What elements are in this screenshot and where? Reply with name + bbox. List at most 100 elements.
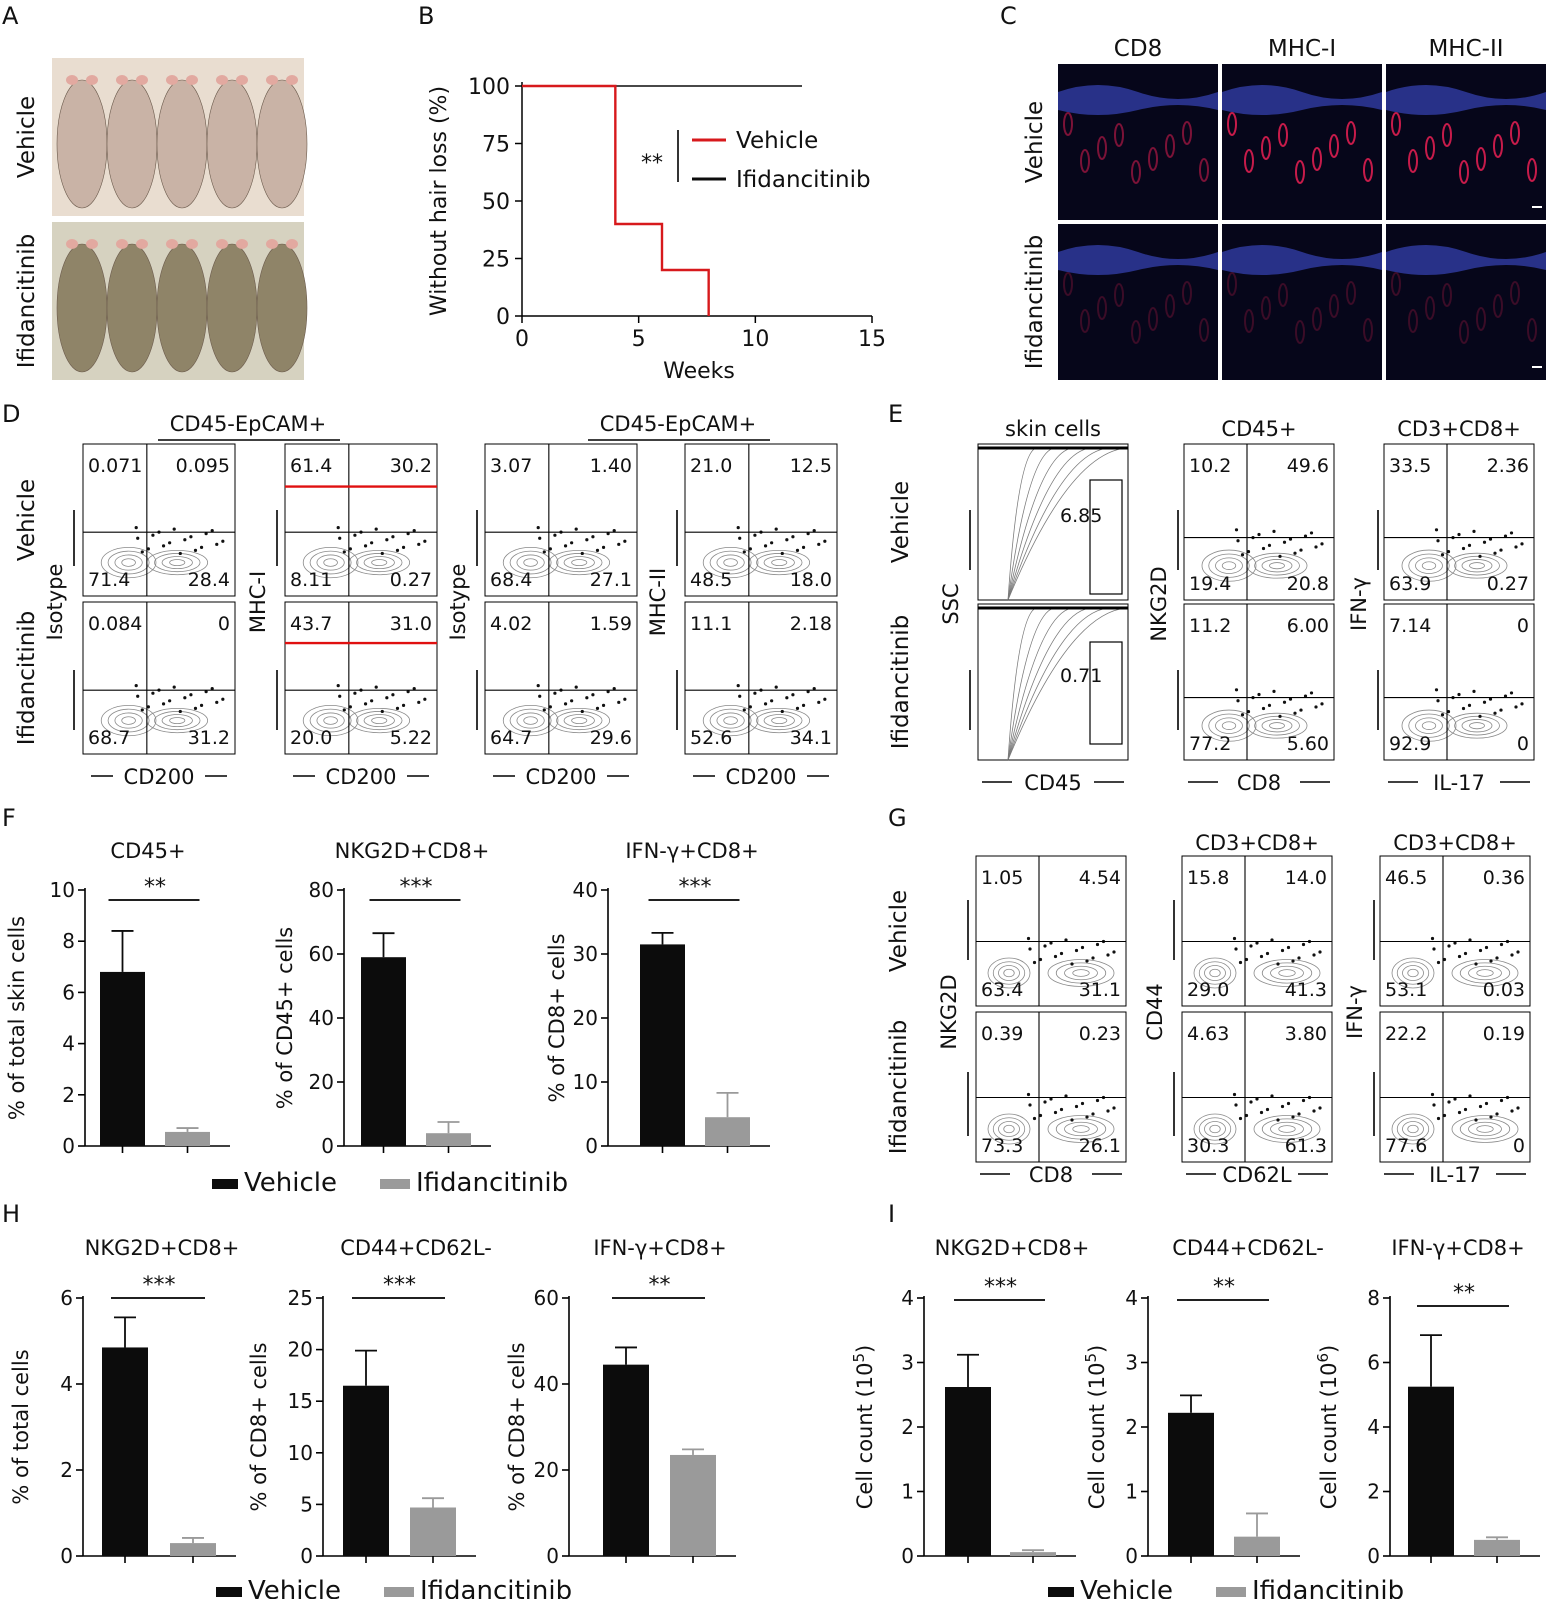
y-tick-label: 40 bbox=[573, 878, 598, 902]
density-contour bbox=[509, 550, 552, 575]
density-contour bbox=[154, 553, 201, 573]
y-tick-label: 6 bbox=[62, 980, 75, 1004]
quadrant-value-ur: 1.40 bbox=[590, 455, 632, 477]
follicle-mark bbox=[1165, 294, 1175, 318]
flow-plot-d: 4.02 1.59 64.7 29.6 bbox=[484, 601, 638, 755]
event-dot bbox=[742, 708, 746, 712]
event-dot bbox=[563, 544, 568, 548]
flow-plot-frame bbox=[975, 1011, 1127, 1163]
event-dot bbox=[1234, 1103, 1238, 1107]
event-dot bbox=[1106, 953, 1110, 957]
density-contour bbox=[1278, 969, 1296, 977]
event-dot bbox=[204, 690, 208, 694]
mouse-ear bbox=[186, 75, 198, 85]
event-dot bbox=[774, 685, 778, 689]
flow-plot-e: 7.14 0 92.9 0 bbox=[1383, 603, 1535, 761]
legend-label-ifidancitinib: Ifidancitinib bbox=[736, 167, 871, 193]
density-contour bbox=[1003, 1124, 1015, 1134]
panel-b-chart: 0 25 50 75 100 0 5 10 15 Weeks Without hair loss (… bbox=[427, 75, 886, 384]
y-axis-label: MHC-I bbox=[246, 571, 270, 633]
quadrant-value-ul: 1.05 bbox=[981, 867, 1023, 889]
panel-letter-C: C bbox=[1000, 2, 1017, 30]
bar-ifidancitinib bbox=[410, 1507, 456, 1556]
event-dot bbox=[1288, 537, 1293, 541]
event-dot bbox=[1432, 947, 1436, 951]
flow-plot-d: 43.7 31.0 20.0 5.22 bbox=[284, 601, 438, 755]
bar-vehicle bbox=[640, 944, 685, 1146]
density-contour bbox=[363, 556, 395, 570]
quadrant-value-ul: 22.2 bbox=[1385, 1023, 1427, 1045]
event-dot bbox=[385, 538, 389, 542]
event-dot bbox=[336, 684, 340, 688]
density-contour bbox=[323, 558, 338, 567]
gate-value: 0.71 bbox=[1060, 665, 1102, 687]
follicle-mark bbox=[1346, 121, 1356, 145]
legend-swatch-ifidancitinib bbox=[1216, 1587, 1246, 1597]
x-axis-label: CD8 bbox=[1237, 771, 1281, 795]
density-contour bbox=[1451, 959, 1519, 987]
event-dot bbox=[548, 547, 552, 551]
event-dot bbox=[1467, 703, 1472, 708]
density-contour bbox=[1415, 717, 1443, 734]
row-label-ifidancitinib: Ifidancitinib bbox=[14, 611, 40, 746]
legend-panel-f: Vehicle Ifidancitinib bbox=[212, 1168, 568, 1198]
bar-ifidancitinib bbox=[426, 1133, 471, 1146]
density-contour bbox=[1007, 447, 1073, 601]
event-dot bbox=[1461, 706, 1466, 711]
mouse-ear bbox=[86, 239, 98, 249]
legend-label-vehicle: Vehicle bbox=[1080, 1576, 1173, 1599]
density-contour bbox=[1402, 965, 1424, 981]
density-contour bbox=[987, 957, 1031, 989]
event-dot bbox=[1493, 551, 1497, 555]
quadrant-value-ll: 29.0 bbox=[1187, 979, 1229, 1001]
panel-g-header: CD3+CD8+ bbox=[1195, 831, 1319, 855]
bar-chart-F-3: IFN-γ+CD8+ 0 10 20 30 40 % of CD8+ cells *** bbox=[545, 839, 770, 1158]
row-label-ifidancitinib: Ifidancitinib bbox=[14, 234, 40, 369]
event-dot bbox=[1488, 537, 1493, 541]
quadrant-value-ll: 73.3 bbox=[981, 1135, 1023, 1157]
event-dot bbox=[338, 694, 342, 698]
follicle-mark bbox=[1227, 272, 1237, 296]
density-contour bbox=[1072, 1125, 1090, 1133]
follicle-mark bbox=[1114, 283, 1124, 307]
y-axis-label: CD44 bbox=[1143, 983, 1167, 1041]
density-contour bbox=[1007, 447, 1055, 601]
y-axis-label-close: ) bbox=[853, 1345, 877, 1353]
y-tick-label: 10 bbox=[288, 1441, 313, 1465]
density-contour bbox=[516, 554, 545, 571]
event-dot bbox=[210, 529, 214, 533]
y-tick-label: 60 bbox=[309, 942, 334, 966]
event-dot bbox=[1244, 1113, 1249, 1118]
event-dot bbox=[1461, 546, 1466, 551]
significance-label: *** bbox=[383, 1273, 416, 1298]
event-dot bbox=[1299, 548, 1303, 552]
column-header: MHC-II bbox=[1428, 36, 1503, 62]
event-dot bbox=[1303, 534, 1308, 538]
event-dot bbox=[1520, 542, 1524, 546]
y-axis-label: Cell count (105) bbox=[1082, 1345, 1109, 1510]
panel-letter-D: D bbox=[2, 400, 20, 428]
event-dot bbox=[774, 527, 778, 531]
bar-chart-title: IFN-γ+CD8+ bbox=[593, 1236, 726, 1260]
y-tick-label: 0 bbox=[300, 1544, 313, 1568]
event-dot bbox=[353, 691, 357, 695]
density-contour bbox=[1007, 607, 1037, 761]
event-dot bbox=[1095, 942, 1100, 947]
event-dot bbox=[1457, 954, 1462, 959]
event-dot bbox=[1472, 529, 1476, 533]
event-dot bbox=[395, 548, 400, 553]
x-tick-label: 0 bbox=[515, 327, 529, 352]
event-dot bbox=[1291, 1115, 1295, 1119]
event-dot bbox=[370, 541, 374, 545]
event-dot bbox=[1270, 1094, 1274, 1098]
density-contour bbox=[771, 717, 788, 725]
y-tick-label: 30 bbox=[573, 942, 598, 966]
event-dot bbox=[189, 693, 193, 697]
density-contour bbox=[716, 712, 745, 729]
event-dot bbox=[353, 533, 357, 537]
follicle-mark bbox=[1278, 283, 1288, 307]
event-dot bbox=[601, 545, 606, 549]
event-dot bbox=[401, 703, 406, 707]
event-dot bbox=[1259, 1110, 1264, 1115]
event-dot bbox=[817, 542, 821, 546]
